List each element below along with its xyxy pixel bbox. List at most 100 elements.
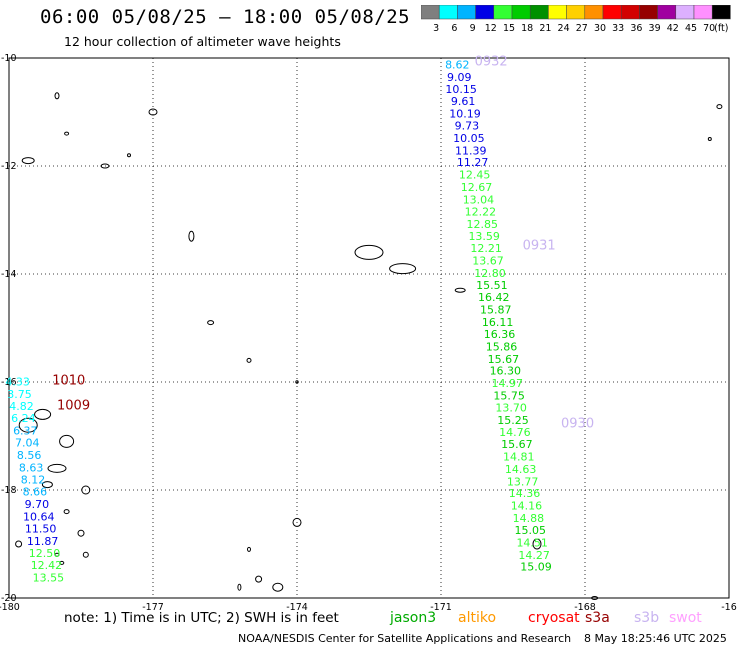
wave-height-value: 11.27 <box>457 156 489 169</box>
island-outline <box>255 575 263 583</box>
satellite-name-altiko: altiko <box>458 610 497 626</box>
pass-time-label: 0932 <box>475 55 508 70</box>
wave-height-value: 14.27 <box>518 549 550 562</box>
color-scale-legend: 3 6 9 12 15 18 21 24 27 30 33 36 39 42 45 70(ft) <box>421 5 731 34</box>
wave-height-value: 12.85 <box>467 218 499 231</box>
wave-height-value: 16.42 <box>478 291 510 304</box>
wave-height-value: 14.63 <box>505 463 537 476</box>
wave-height-value: 4.82 <box>9 400 34 413</box>
pass-time-label: 0930 <box>561 417 594 432</box>
island-outline <box>34 408 52 420</box>
wave-height-value: 8.56 <box>17 449 42 462</box>
color-tick-label: 6 <box>451 23 457 34</box>
color-tick-label: 15 <box>503 23 515 34</box>
island-outline <box>246 357 252 363</box>
color-tick-label: 42 <box>667 23 679 34</box>
wave-height-value: 13.59 <box>468 230 500 243</box>
island-outline <box>295 380 299 384</box>
color-tick-label: 24 <box>558 23 570 34</box>
wave-height-value: 13.70 <box>495 401 527 414</box>
wave-height-value: 14.36 <box>509 487 541 500</box>
wave-height-value: 15.05 <box>515 524 547 537</box>
wave-height-value: 15.51 <box>476 279 508 292</box>
island-outline <box>707 137 712 141</box>
wave-height-value: 12.42 <box>31 559 63 572</box>
wave-height-value: 6.37 <box>13 425 38 438</box>
wave-height-value: 9.70 <box>25 498 50 511</box>
plot-title: 06:00 05/08/25 – 18:00 05/08/25 <box>40 6 411 28</box>
longitude-tick-label: -171 <box>430 602 452 613</box>
color-tick-label: 39 <box>649 23 661 34</box>
wave-height-value: 11.39 <box>455 144 487 157</box>
satellite-name-jason3: jason3 <box>390 610 437 626</box>
latitude-tick-label: -14 <box>1 269 17 280</box>
wave-height-value: 14.76 <box>499 426 531 439</box>
wave-height-value: 10.64 <box>23 510 55 523</box>
color-tick-label: 18 <box>521 23 533 34</box>
pass-time-label: 0931 <box>523 238 556 253</box>
island-outline <box>354 244 384 260</box>
color-tick-label: 9 <box>470 23 476 34</box>
island-outline <box>41 481 53 489</box>
wave-height-value: 14.51 <box>516 536 548 549</box>
island-outline <box>77 529 85 537</box>
wave-height-value: 16.36 <box>484 328 516 341</box>
island-outline <box>82 551 89 558</box>
island-outline <box>18 417 38 433</box>
generation-timestamp: 8 May 18:25:46 UTC 2025 <box>584 632 727 645</box>
wave-height-value: 6.24 <box>11 412 36 425</box>
longitude-tick-label: -174 <box>286 602 308 613</box>
wave-height-value: 9.61 <box>451 95 476 108</box>
wave-height-value: 8.12 <box>21 474 46 487</box>
color-tick-label: 30 <box>594 23 606 34</box>
wave-height-value: 9.73 <box>455 120 480 133</box>
latitude-tick-label: -20 <box>1 593 17 604</box>
color-tick-label: 70 <box>703 23 715 34</box>
island-outline <box>207 320 215 326</box>
wave-height-value: 13.04 <box>463 193 495 206</box>
island-outline <box>127 153 131 158</box>
island-outline <box>389 263 417 275</box>
island-outline <box>59 560 65 565</box>
wave-height-value: 15.75 <box>493 390 525 403</box>
satellite-name-cryosat: cryosat <box>528 610 580 626</box>
color-tick-label: (ft) <box>714 23 728 34</box>
color-tick-label: 33 <box>612 23 624 34</box>
pass-time-label: 1009 <box>57 399 90 414</box>
wave-height-value: 12.22 <box>465 205 497 218</box>
color-tick-label: 12 <box>485 23 497 34</box>
credit-line: NOAA/NESDIS Center for Satellite Applica… <box>238 632 572 645</box>
wave-height-value: 10.05 <box>453 132 485 145</box>
pass-time-label: 1010 <box>52 373 85 388</box>
plot-subtitle: 12 hour collection of altimeter wave hei… <box>64 34 341 49</box>
wave-height-value: 14.97 <box>491 377 523 390</box>
longitude-tick-label: -168 <box>574 602 596 613</box>
island-outline <box>237 583 242 591</box>
latitude-tick-label: -18 <box>1 485 17 496</box>
wave-height-value: 12.80 <box>474 267 506 280</box>
wave-height-value: 12.21 <box>470 242 502 255</box>
latitude-tick-label: -10 <box>1 53 17 64</box>
wave-height-value: 8.62 <box>445 58 470 71</box>
wave-height-value: 13.77 <box>507 475 539 488</box>
island-outline <box>54 552 60 557</box>
wave-height-value: 11.87 <box>27 535 59 548</box>
wave-height-value: 12.67 <box>461 181 493 194</box>
island-outline <box>454 287 466 293</box>
longitude-tick-label: -177 <box>142 602 164 613</box>
wave-height-value: 8.63 <box>19 461 44 474</box>
island-outline <box>591 596 599 600</box>
island-outline <box>47 463 67 473</box>
island-outline <box>63 509 70 515</box>
wave-height-value: 14.81 <box>503 451 535 464</box>
latitude-tick-label: -12 <box>1 161 17 172</box>
island-outline <box>64 131 70 136</box>
island-outline <box>247 546 251 552</box>
wave-height-value: 15.67 <box>501 438 533 451</box>
wave-height-value: 3.75 <box>7 388 32 401</box>
island-outline <box>54 92 60 100</box>
island-outline <box>59 434 75 448</box>
island-outline <box>292 517 302 527</box>
wave-height-value: 4.33 <box>5 375 30 388</box>
wave-height-value: 15.25 <box>497 414 529 427</box>
